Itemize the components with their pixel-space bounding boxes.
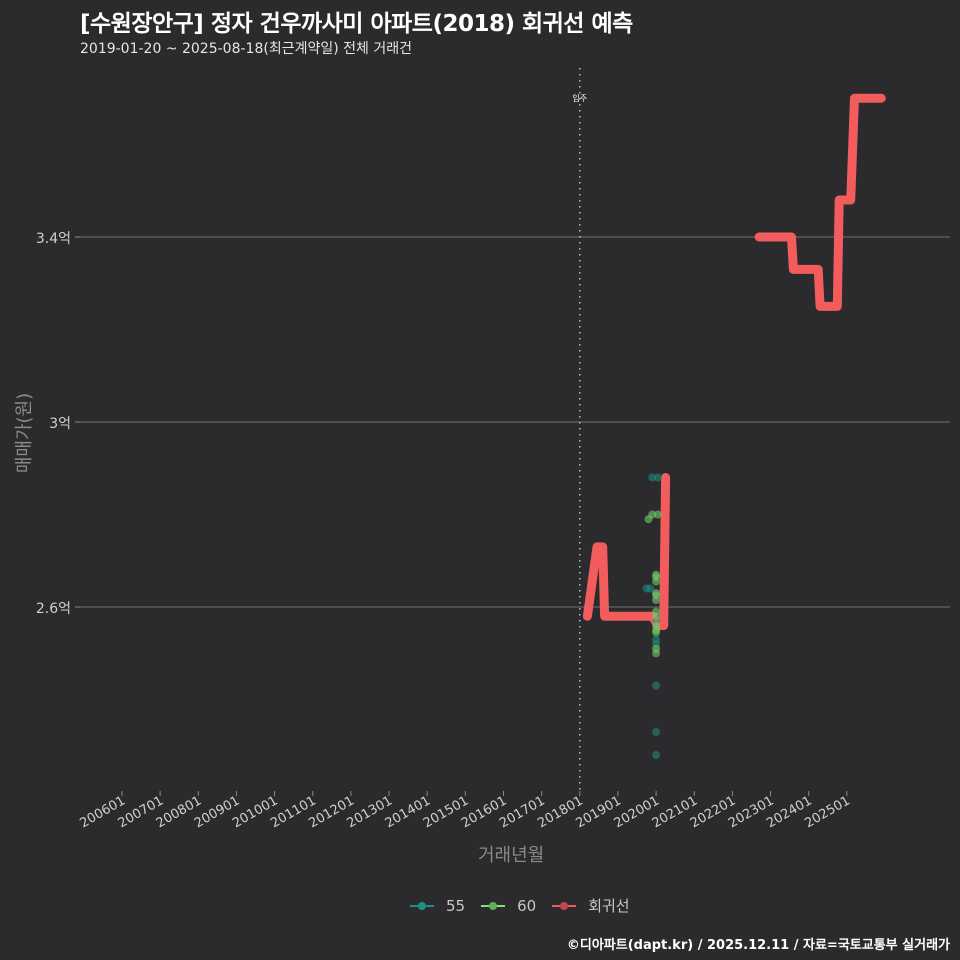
legend-label-60: 60 [517, 896, 537, 915]
scatter-point-55 [652, 681, 661, 690]
chart-subtitle: 2019-01-20 ~ 2025-08-18(최근계약일) 전체 거래건 [80, 41, 412, 57]
y-tick-label: 3억 [49, 416, 71, 432]
legend: 55 60 회귀선 [410, 895, 638, 916]
legend-label-55: 55 [446, 896, 466, 915]
source-caption: ©디아파트(dapt.kr) / 2025.12.11 / 자료=국토교통부 실… [566, 938, 950, 953]
scatter-point-55 [654, 473, 663, 482]
scatter-point-60 [652, 596, 661, 605]
scatter-point-55 [646, 584, 655, 593]
scatter-point-60 [652, 577, 661, 586]
scatter-point-55 [652, 751, 661, 759]
scatter-point-60 [654, 510, 663, 519]
scatter-point-60 [652, 628, 661, 637]
scatter-point-60 [652, 612, 661, 621]
legend-label-regression: 회귀선 [588, 897, 630, 915]
regression-line [754, 93, 886, 311]
legend-key-60-icon [481, 899, 506, 913]
scatter-point-55 [652, 727, 661, 736]
regression-line [582, 473, 671, 630]
scatter-point-60 [652, 649, 661, 658]
scatter-point-60 [648, 510, 657, 519]
scatter-point-55 [648, 473, 657, 482]
legend-item-60: 60 [481, 897, 536, 915]
chart-title: [수원장안구] 정자 건우까사미 아파트(2018) 회귀선 예측 [80, 11, 633, 37]
y-tick-label: 2.6억 [36, 601, 71, 617]
move-in-label: 입주 [572, 94, 587, 103]
x-axis-label: 거래년월 [478, 845, 545, 866]
legend-item-55: 55 [410, 897, 465, 915]
legend-key-regression-icon [552, 899, 577, 913]
legend-key-55-icon [410, 899, 434, 913]
y-tick-label: 3.4억 [36, 231, 71, 247]
legend-item-regression: 회귀선 [552, 895, 630, 916]
y-axis-label: 매매가(원) [14, 392, 35, 474]
